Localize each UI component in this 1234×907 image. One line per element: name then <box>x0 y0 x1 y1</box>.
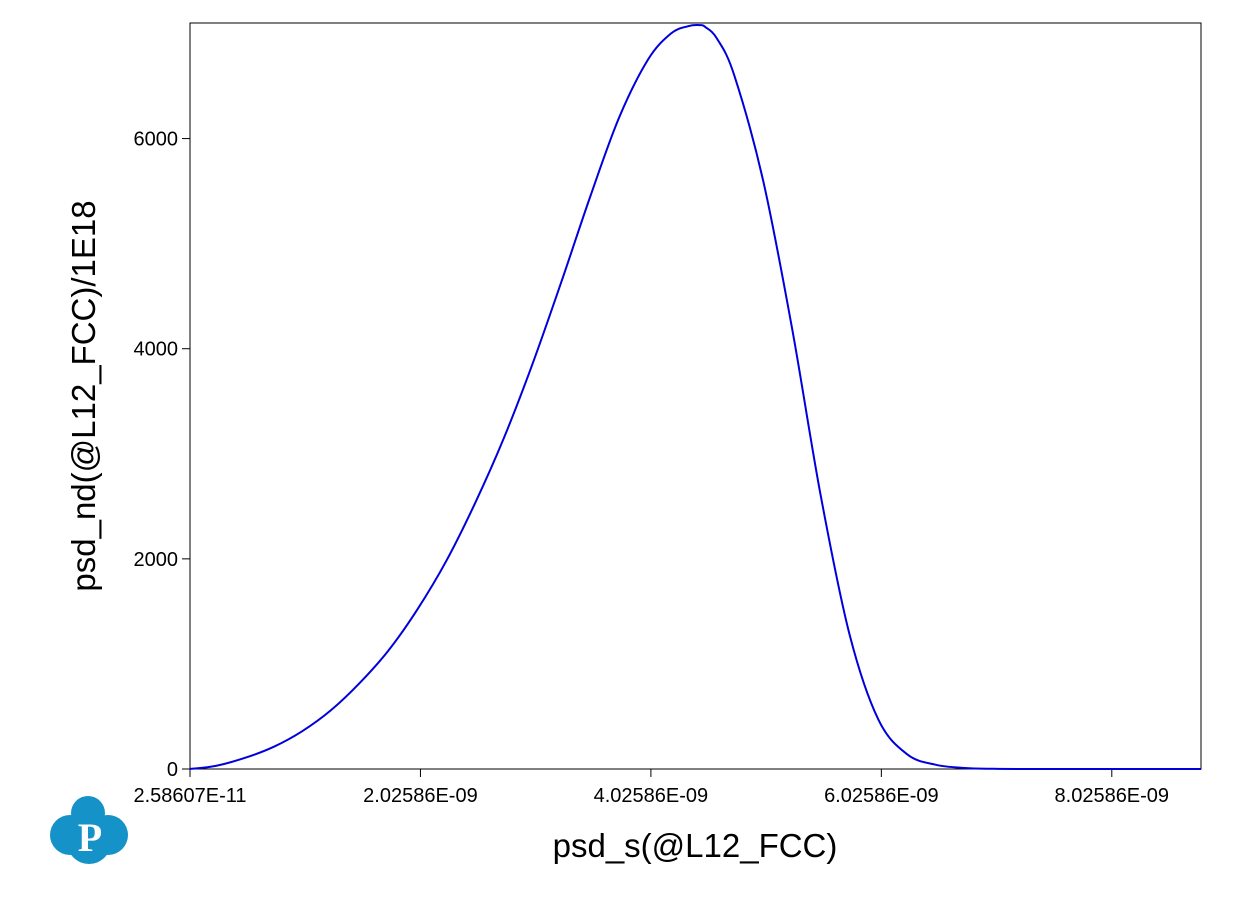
y-tick-label: 4000 <box>134 339 179 361</box>
x-tick-label: 2.02586E-09 <box>363 785 478 807</box>
x-axis-label: psd_s(@L12_FCC) <box>553 827 838 864</box>
x-tick-label: 8.02586E-09 <box>1055 785 1170 807</box>
x-tick-label: 2.58607E-11 <box>133 785 246 807</box>
y-tick-label: 0 <box>167 759 178 781</box>
x-tick-label: 4.02586E-09 <box>594 785 709 807</box>
y-tick-label: 2000 <box>134 549 179 571</box>
y-axis-label: psd_nd(@L12_FCC)/1E18 <box>65 200 102 591</box>
plot-frame <box>189 22 1202 770</box>
y-tick-label: 6000 <box>134 129 179 151</box>
x-tick-label: 6.02586E-09 <box>824 785 939 807</box>
x-axis-ticks: 2.58607E-11 2.02586E-09 4.02586E-09 6.02586… <box>133 769 1169 807</box>
svg-text:P: P <box>78 815 102 860</box>
logo-icon: P <box>50 796 128 864</box>
series-line <box>189 23 1201 771</box>
y-axis-ticks: 0 2000 4000 6000 <box>134 129 190 781</box>
